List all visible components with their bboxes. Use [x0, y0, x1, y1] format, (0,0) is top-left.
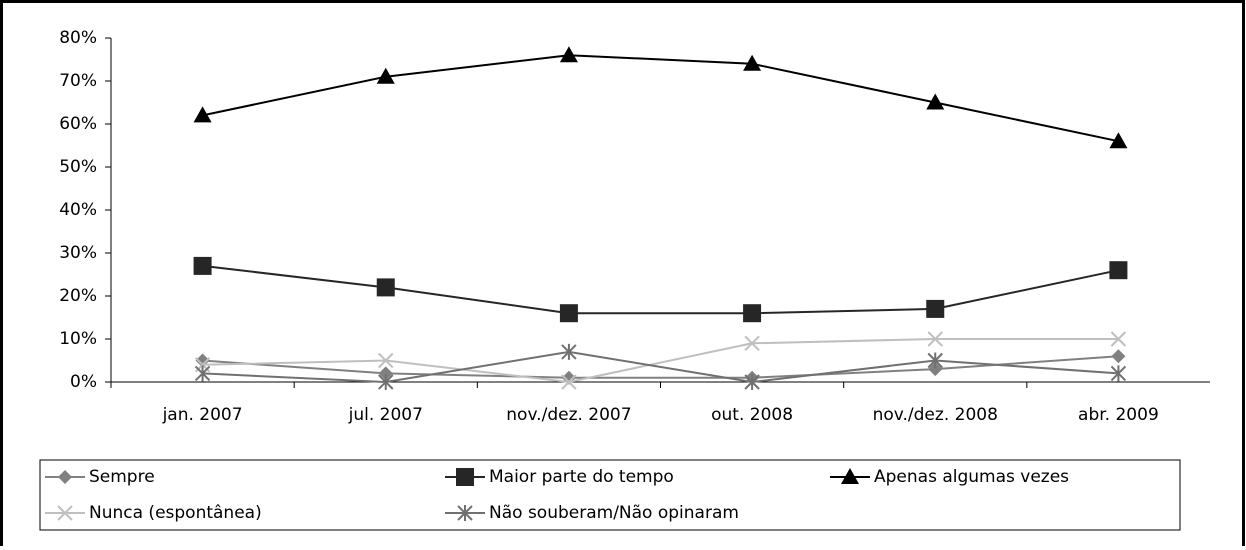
legend-box [39, 459, 1181, 531]
legend-label: Não souberam/Não opinaram [489, 503, 739, 523]
y-tick-label: 50% [59, 157, 97, 177]
x-tick-label: nov./dez. 2008 [873, 405, 998, 425]
marker [1111, 349, 1126, 364]
legend-label: Maior parte do tempo [489, 467, 674, 487]
series-line [202, 350, 1119, 384]
y-tick-label: 20% [59, 286, 97, 306]
series-line [202, 264, 1119, 315]
marker [841, 468, 859, 484]
marker [744, 335, 760, 352]
marker [58, 470, 72, 484]
marker [1109, 261, 1128, 280]
marker [57, 505, 73, 521]
y-tick-label: 10% [59, 329, 97, 349]
marker [744, 374, 760, 390]
series-line [202, 54, 1119, 143]
y-tick-label: 0% [70, 372, 97, 392]
marker [559, 304, 578, 323]
marker [561, 343, 577, 360]
marker [928, 362, 943, 377]
marker [1110, 331, 1127, 347]
legend-label: Sempre [89, 467, 155, 487]
x-tick-label: jul. 2007 [348, 405, 423, 425]
y-tick-label: 30% [59, 243, 97, 263]
marker [456, 468, 474, 486]
marker [927, 331, 943, 347]
y-tick-label: 70% [59, 71, 97, 91]
legend-label: Apenas algumas vezes [874, 467, 1069, 487]
marker [378, 374, 394, 390]
marker [1109, 132, 1128, 149]
marker [926, 93, 945, 110]
marker [376, 67, 395, 84]
y-tick-label: 80% [59, 28, 97, 48]
marker [743, 304, 762, 323]
legend-label: Nunca (espontânea) [89, 503, 262, 523]
marker [926, 299, 945, 318]
marker [927, 352, 943, 369]
marker [378, 352, 394, 369]
marker [457, 505, 473, 521]
marker [1110, 365, 1127, 382]
y-tick-label: 40% [59, 200, 97, 220]
x-tick-label: nov./dez. 2007 [506, 405, 631, 425]
marker [743, 54, 762, 71]
marker [559, 46, 578, 63]
y-tick-label: 60% [59, 114, 97, 134]
marker [561, 374, 577, 390]
x-tick-label: jan. 2007 [162, 405, 243, 425]
marker [376, 278, 395, 297]
marker [378, 366, 393, 381]
series-line [202, 355, 1119, 379]
marker [193, 256, 212, 275]
x-tick-label: abr. 2009 [1078, 405, 1159, 425]
marker [194, 365, 211, 382]
series-line [202, 338, 1119, 384]
x-tick-label: out. 2008 [711, 405, 793, 425]
marker [193, 106, 212, 123]
